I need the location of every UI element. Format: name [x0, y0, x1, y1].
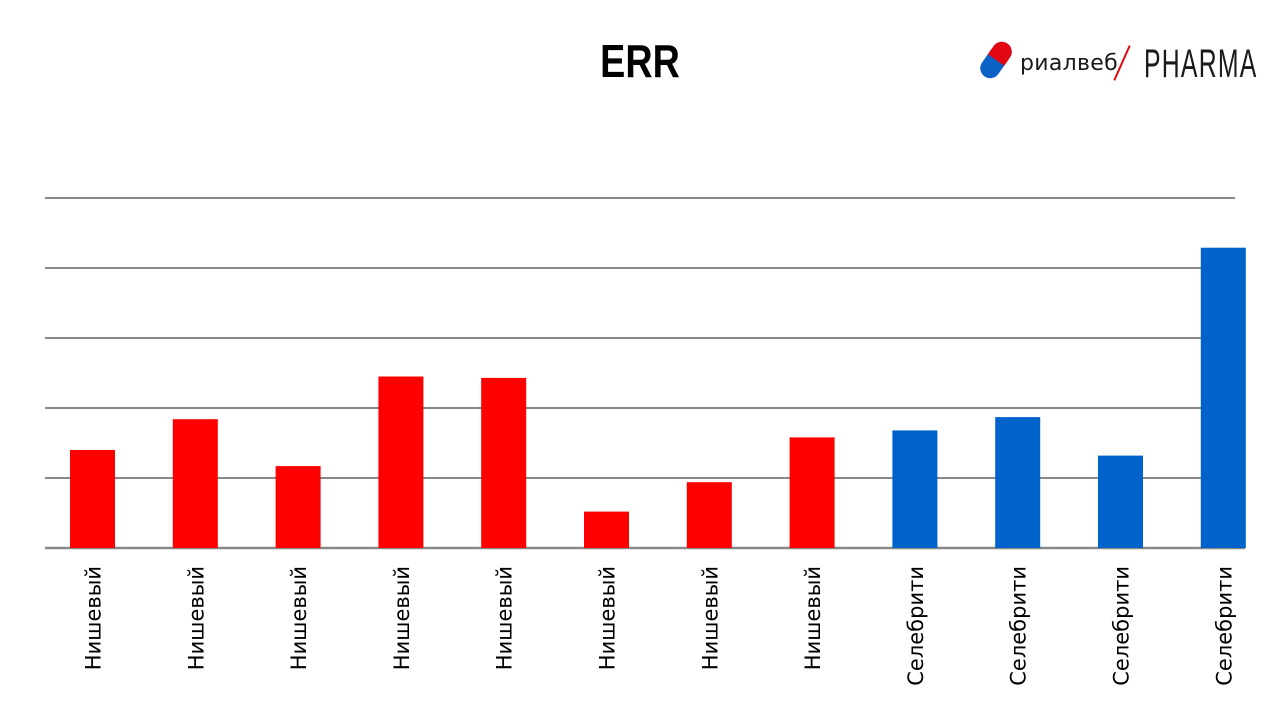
pill-icon [980, 41, 1012, 79]
bar [892, 430, 938, 548]
category-label: Селебрити [904, 566, 928, 686]
bar [481, 377, 527, 548]
bars [70, 247, 1246, 548]
category-label: Нишевый [287, 566, 311, 670]
category-label: Нишевый [801, 566, 825, 670]
bar [789, 437, 835, 548]
category-label: Селебрити [1110, 566, 1134, 686]
category-label: Нишевый [390, 566, 414, 670]
category-label: Нишевый [82, 566, 106, 670]
gridlines [45, 197, 1245, 550]
category-label: Нишевый [596, 566, 620, 670]
bar [70, 450, 115, 548]
bar [378, 376, 424, 548]
category-label: Нишевый [493, 566, 517, 670]
bar [1200, 247, 1246, 548]
bar [584, 511, 629, 548]
rialweb-pharma-logo: риалвеб PHARMA [978, 38, 1256, 88]
bar [995, 417, 1041, 548]
category-label: Селебрити [1007, 566, 1031, 686]
bar [275, 466, 321, 548]
logo-product-text: PHARMA [1144, 42, 1258, 86]
category-label: Селебрити [1212, 566, 1236, 686]
logo-brand-text: риалвеб [1020, 51, 1118, 76]
chart-title: ERR [600, 35, 680, 87]
bar [686, 482, 732, 548]
category-label: Нишевый [184, 566, 208, 670]
category-label: Нишевый [698, 566, 722, 670]
category-labels: Нишевый Нишевый Нишевый Нишевый Нишевый Нишев… [82, 566, 1237, 686]
bar [1098, 455, 1143, 548]
bar [172, 419, 218, 548]
